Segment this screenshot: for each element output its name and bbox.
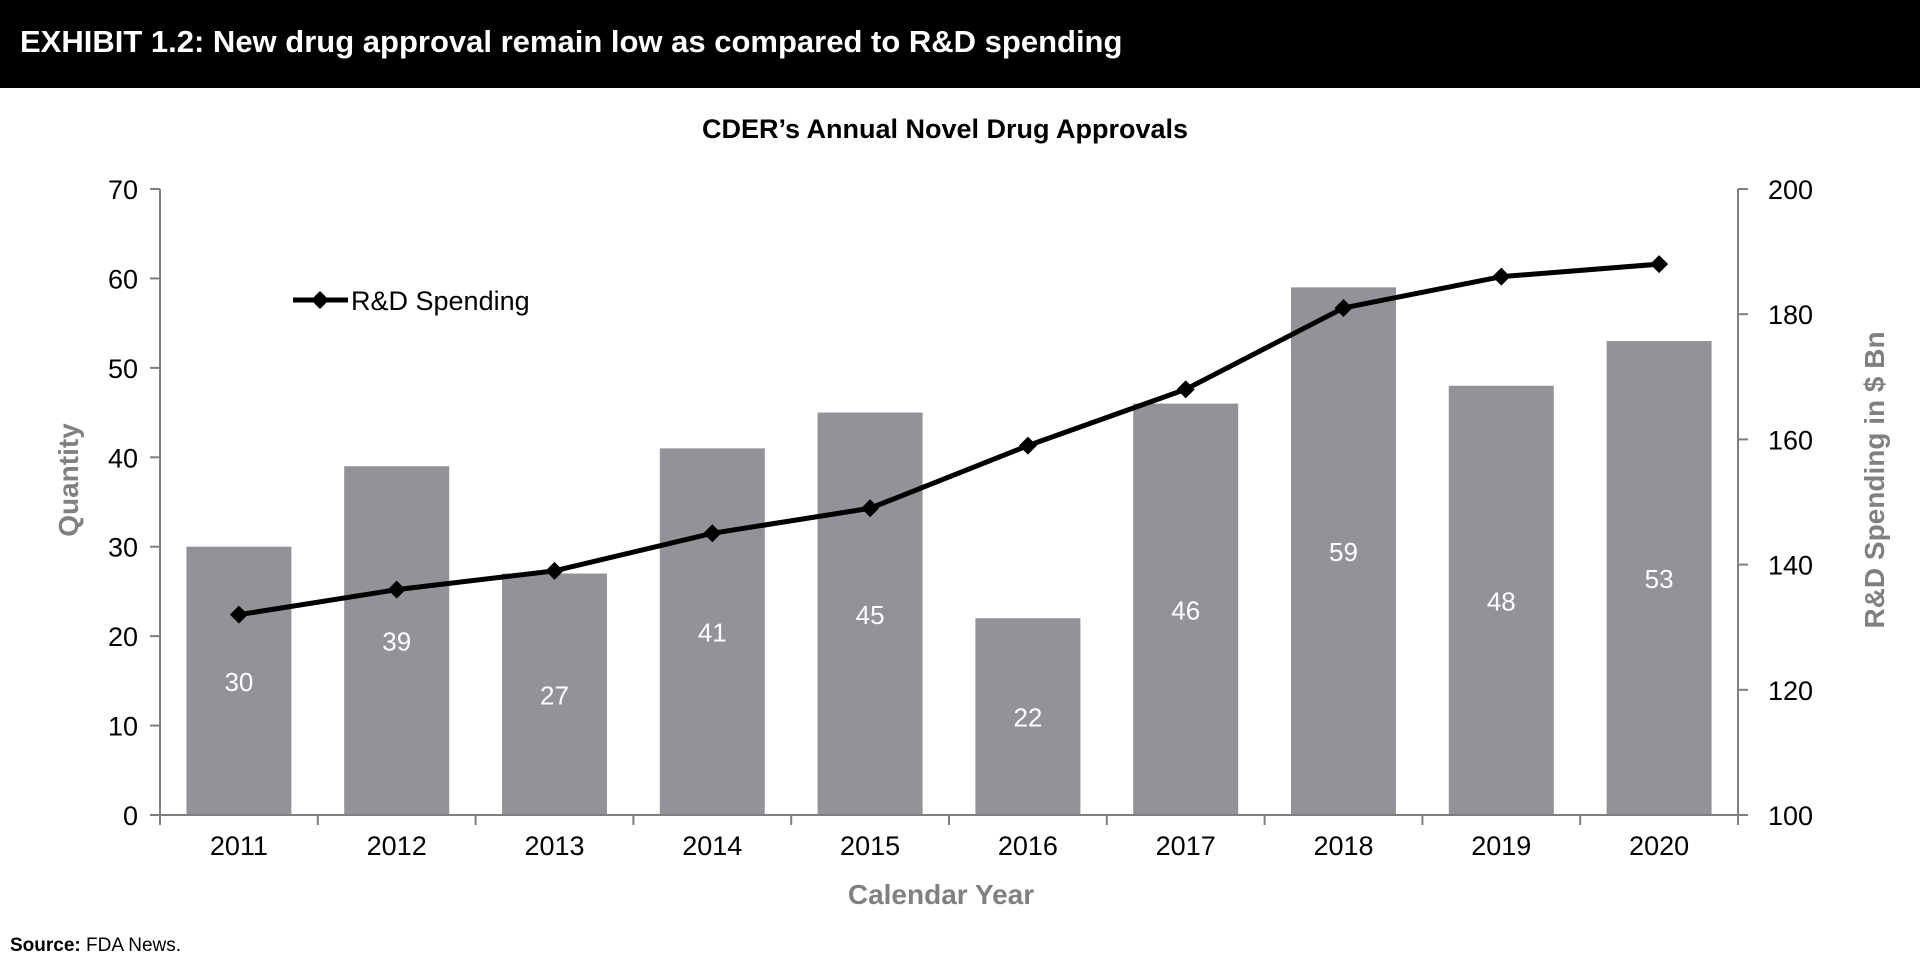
combo-chart: CDER’s Annual Novel Drug Approvals 30 39 27… xyxy=(53,114,1890,910)
bar-2011 xyxy=(186,546,292,815)
y-axis-title-right: R&D Spending in $ Bn xyxy=(1859,331,1890,628)
y-left-tick-label: 60 xyxy=(108,264,138,294)
bar-2020 xyxy=(1606,341,1712,815)
x-tick-label: 2016 xyxy=(998,831,1058,861)
y-left-tick-label: 30 xyxy=(108,533,138,563)
y-right-tick-label: 200 xyxy=(1768,175,1813,205)
bar-data-label: 22 xyxy=(1013,703,1042,733)
rd-spending-marker-2014 xyxy=(703,524,722,543)
rd-spending-marker-2015 xyxy=(861,499,880,518)
rd-spending-marker-2016 xyxy=(1018,436,1037,455)
chart-title: CDER’s Annual Novel Drug Approvals xyxy=(702,114,1188,144)
rd-spending-marker-2017 xyxy=(1176,380,1195,399)
legend-diamond-marker xyxy=(311,291,329,309)
bar-data-label: 53 xyxy=(1645,564,1674,594)
y-right-tick-label: 140 xyxy=(1768,551,1813,581)
x-axis-title: Calendar Year xyxy=(848,879,1034,910)
rd-spending-marker-2020 xyxy=(1650,255,1669,274)
legend-label: R&D Spending xyxy=(351,286,530,316)
x-tick-label: 2019 xyxy=(1471,831,1531,861)
rd-spending-marker-2013 xyxy=(545,561,564,580)
x-tick-label: 2020 xyxy=(1629,831,1689,861)
y-left-tick-label: 40 xyxy=(108,443,138,473)
bar-2015 xyxy=(817,412,923,815)
y-left-tick-label: 10 xyxy=(108,712,138,742)
bar-data-label: 39 xyxy=(382,627,411,657)
x-tick-label: 2017 xyxy=(1156,831,1216,861)
bar-data-label: 41 xyxy=(698,618,727,648)
y-right-tick-label: 160 xyxy=(1768,425,1813,455)
x-tick-label: 2013 xyxy=(524,831,584,861)
y-left-tick-label: 20 xyxy=(108,622,138,652)
rd-spending-line xyxy=(238,261,1660,618)
bar-data-label: 27 xyxy=(540,680,569,710)
bar-2017 xyxy=(1133,403,1239,815)
y-left-tick-label: 50 xyxy=(108,354,138,384)
rd-spending-marker-2012 xyxy=(387,580,406,599)
x-tick-label: 2018 xyxy=(1313,831,1373,861)
source-note: Source: FDA News. xyxy=(10,935,181,957)
bar-data-label: 46 xyxy=(1171,595,1200,625)
source-text: FDA News. xyxy=(86,935,182,956)
bar-2012 xyxy=(344,466,450,815)
bar-data-label: 30 xyxy=(224,667,253,697)
bar-2013 xyxy=(502,573,607,815)
source-label: Source: xyxy=(10,935,81,956)
y-axis-title-left: Quantity xyxy=(53,423,84,537)
y-left-tick-label: 70 xyxy=(108,175,138,205)
rd-spending-marker-2018 xyxy=(1334,298,1353,317)
bar-data-label: 59 xyxy=(1329,537,1358,567)
x-tick-label: 2011 xyxy=(210,831,268,861)
bar-data-label: 48 xyxy=(1487,586,1516,616)
y-left-tick-label: 0 xyxy=(123,801,138,831)
y-right-tick-label: 120 xyxy=(1768,676,1813,706)
exhibit-header: EXHIBIT 1.2: New drug approval remain lo… xyxy=(0,0,1920,88)
y-right-tick-label: 100 xyxy=(1768,801,1813,831)
y-right-tick-label: 180 xyxy=(1768,300,1813,330)
bar-2019 xyxy=(1448,385,1554,815)
rd-spending-marker-2011 xyxy=(229,605,248,624)
bar-2014 xyxy=(659,448,765,815)
x-tick-label: 2014 xyxy=(682,831,742,861)
bar-2016 xyxy=(975,618,1081,815)
rd-spending-marker-2019 xyxy=(1492,267,1511,286)
x-tick-label: 2015 xyxy=(840,831,900,861)
x-tick-label: 2012 xyxy=(367,831,427,861)
bar-2018 xyxy=(1291,287,1396,815)
exhibit-title: EXHIBIT 1.2: New drug approval remain lo… xyxy=(20,24,1123,59)
bar-data-label: 45 xyxy=(856,600,885,630)
